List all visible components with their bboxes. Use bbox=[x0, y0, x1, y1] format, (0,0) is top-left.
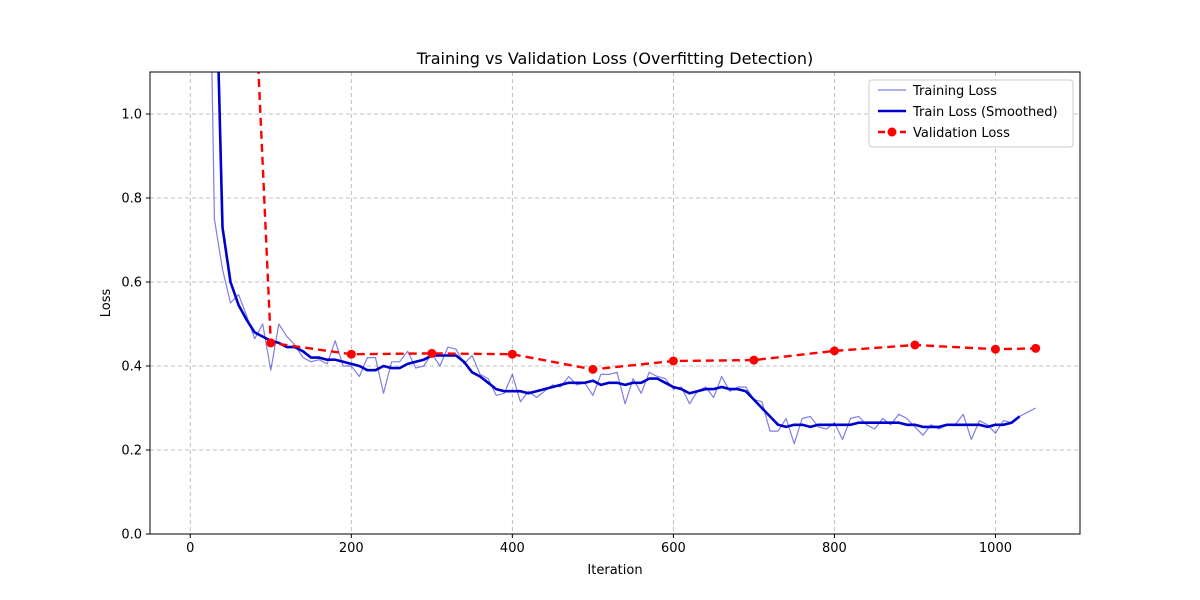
y-axis-label: Loss bbox=[99, 289, 114, 318]
validation-loss-point bbox=[1031, 343, 1041, 353]
x-axis-ticks: 0 200 400 600 800 1000 bbox=[186, 534, 1012, 556]
y-tick-label: 0.8 bbox=[121, 192, 142, 207]
validation-loss-point bbox=[749, 355, 759, 365]
legend-label-validation-loss: Validation Loss bbox=[913, 126, 1010, 141]
legend-marker-validation-loss bbox=[887, 127, 897, 137]
series-train-loss-smoothed bbox=[217, 72, 1021, 429]
y-tick-label: 0.0 bbox=[121, 528, 142, 543]
legend-label-training-loss: Training Loss bbox=[912, 84, 997, 99]
validation-loss-point bbox=[668, 356, 678, 366]
legend-label-train-loss-smoothed: Train Loss (Smoothed) bbox=[912, 105, 1058, 120]
legend-frame bbox=[868, 79, 1074, 148]
series-layer bbox=[211, 72, 1041, 445]
validation-loss-point bbox=[266, 338, 276, 348]
x-tick-label: 1000 bbox=[979, 541, 1012, 556]
series-training-loss bbox=[211, 72, 1036, 445]
x-axis-label: Iteration bbox=[587, 563, 642, 578]
y-axis-ticks: 0.0 0.2 0.4 0.6 0.8 1.0 bbox=[121, 108, 150, 543]
plot-frame bbox=[149, 71, 1081, 535]
legend: Training Loss Train Loss (Smoothed) Vali… bbox=[868, 79, 1074, 148]
validation-loss-point bbox=[910, 340, 920, 350]
validation-loss-point bbox=[990, 344, 1000, 354]
series-validation-loss bbox=[257, 72, 1036, 371]
validation-loss-point bbox=[346, 349, 356, 359]
x-tick-label: 800 bbox=[822, 541, 847, 556]
x-tick-label: 0 bbox=[186, 541, 194, 556]
validation-loss-point bbox=[427, 348, 437, 358]
x-tick-label: 400 bbox=[500, 541, 525, 556]
x-tick-label: 200 bbox=[339, 541, 364, 556]
chart-title: Training vs Validation Loss (Overfitting… bbox=[416, 49, 814, 68]
validation-loss-point bbox=[829, 346, 839, 356]
validation-loss-point bbox=[588, 364, 598, 374]
y-tick-label: 0.6 bbox=[121, 276, 142, 291]
x-tick-label: 600 bbox=[661, 541, 686, 556]
y-tick-label: 1.0 bbox=[121, 108, 142, 123]
validation-loss-point bbox=[507, 349, 517, 359]
y-tick-label: 0.4 bbox=[121, 360, 142, 375]
y-tick-label: 0.2 bbox=[121, 444, 142, 459]
